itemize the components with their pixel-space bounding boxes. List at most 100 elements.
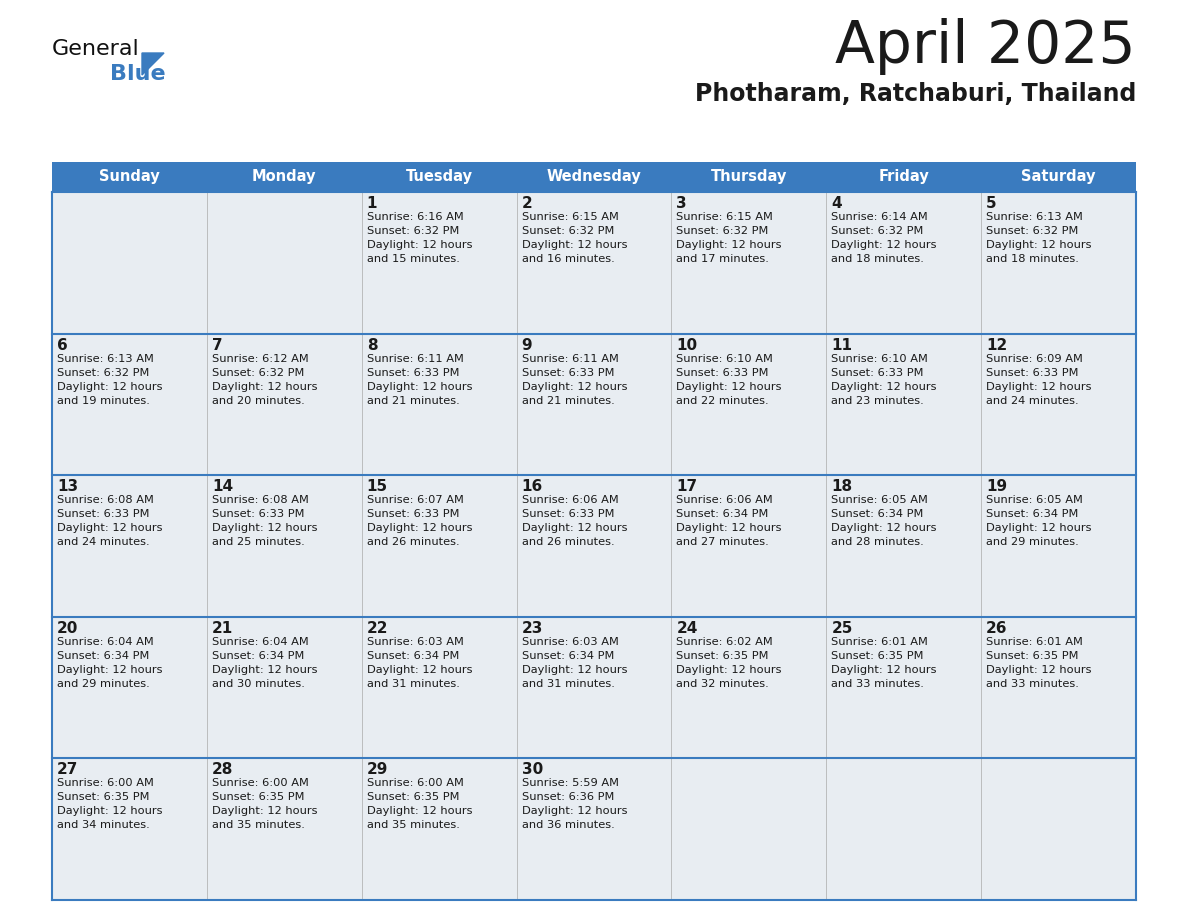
Text: 14: 14 [211,479,233,494]
Text: Daylight: 12 hours: Daylight: 12 hours [522,240,627,250]
Text: Daylight: 12 hours: Daylight: 12 hours [832,240,937,250]
Text: 18: 18 [832,479,853,494]
Bar [52,758,207,900]
Text: Sunrise: 6:03 AM: Sunrise: 6:03 AM [522,637,619,647]
Text: Sunset: 6:33 PM: Sunset: 6:33 PM [676,367,769,377]
Text: Sunrise: 6:14 AM: Sunrise: 6:14 AM [832,212,928,222]
Text: Daylight: 12 hours: Daylight: 12 hours [676,665,782,675]
Text: Sunrise: 6:12 AM: Sunrise: 6:12 AM [211,353,309,364]
Text: Sunday: Sunday [99,170,160,185]
Text: Sunset: 6:34 PM: Sunset: 6:34 PM [367,651,459,661]
Text: Photharam, Ratchaburi, Thailand: Photharam, Ratchaburi, Thailand [695,82,1136,106]
Text: Tuesday: Tuesday [405,170,473,185]
Text: Daylight: 12 hours: Daylight: 12 hours [367,382,472,392]
Bar [361,758,517,900]
Text: Sunset: 6:35 PM: Sunset: 6:35 PM [367,792,460,802]
Text: and 22 minutes.: and 22 minutes. [676,396,769,406]
Bar [517,758,671,900]
Text: Sunrise: 6:07 AM: Sunrise: 6:07 AM [367,495,463,505]
Text: and 21 minutes.: and 21 minutes. [367,396,460,406]
Text: and 21 minutes.: and 21 minutes. [522,396,614,406]
Text: Blue: Blue [110,64,165,84]
Bar [361,476,517,617]
Text: Daylight: 12 hours: Daylight: 12 hours [676,523,782,533]
Text: 26: 26 [986,621,1007,636]
Text: Saturday: Saturday [1022,170,1095,185]
Text: Wednesday: Wednesday [546,170,642,185]
Text: Daylight: 12 hours: Daylight: 12 hours [832,665,937,675]
Text: Daylight: 12 hours: Daylight: 12 hours [522,665,627,675]
Text: and 35 minutes.: and 35 minutes. [367,821,460,831]
Bar [207,476,361,617]
Text: Daylight: 12 hours: Daylight: 12 hours [832,523,937,533]
Bar [517,617,671,758]
Text: and 15 minutes.: and 15 minutes. [367,254,460,264]
Text: 8: 8 [367,338,378,353]
Text: and 28 minutes.: and 28 minutes. [832,537,924,547]
Bar [52,476,207,617]
Text: Sunset: 6:34 PM: Sunset: 6:34 PM [57,651,150,661]
Text: and 32 minutes.: and 32 minutes. [676,678,769,688]
Text: Sunrise: 6:04 AM: Sunrise: 6:04 AM [211,637,309,647]
Text: Sunrise: 6:10 AM: Sunrise: 6:10 AM [832,353,928,364]
Text: Sunset: 6:32 PM: Sunset: 6:32 PM [367,226,459,236]
Bar [827,617,981,758]
Text: 5: 5 [986,196,997,211]
Bar [827,476,981,617]
Text: Sunset: 6:34 PM: Sunset: 6:34 PM [211,651,304,661]
Text: Sunset: 6:34 PM: Sunset: 6:34 PM [986,509,1079,520]
Text: Daylight: 12 hours: Daylight: 12 hours [367,665,472,675]
Bar [981,758,1136,900]
Text: and 30 minutes.: and 30 minutes. [211,678,305,688]
Text: 3: 3 [676,196,687,211]
Text: Sunset: 6:34 PM: Sunset: 6:34 PM [522,651,614,661]
Text: Sunset: 6:33 PM: Sunset: 6:33 PM [57,509,150,520]
Text: Sunrise: 6:05 AM: Sunrise: 6:05 AM [832,495,928,505]
Bar [207,758,361,900]
Text: Sunset: 6:35 PM: Sunset: 6:35 PM [832,651,924,661]
Text: Sunset: 6:33 PM: Sunset: 6:33 PM [367,509,460,520]
Text: Sunset: 6:35 PM: Sunset: 6:35 PM [986,651,1079,661]
Text: Sunrise: 6:01 AM: Sunrise: 6:01 AM [832,637,928,647]
Text: Daylight: 12 hours: Daylight: 12 hours [367,240,472,250]
Text: 19: 19 [986,479,1007,494]
Bar [671,617,827,758]
Bar [52,333,207,476]
Text: 4: 4 [832,196,842,211]
Text: Sunrise: 6:11 AM: Sunrise: 6:11 AM [367,353,463,364]
Text: Sunrise: 6:11 AM: Sunrise: 6:11 AM [522,353,619,364]
Text: 22: 22 [367,621,388,636]
Text: and 19 minutes.: and 19 minutes. [57,396,150,406]
Text: and 35 minutes.: and 35 minutes. [211,821,305,831]
Bar [207,617,361,758]
Text: and 31 minutes.: and 31 minutes. [522,678,614,688]
Text: Daylight: 12 hours: Daylight: 12 hours [367,523,472,533]
Bar [981,333,1136,476]
Text: Sunset: 6:36 PM: Sunset: 6:36 PM [522,792,614,802]
Text: 27: 27 [57,763,78,778]
Bar [827,192,981,333]
Text: Sunrise: 6:09 AM: Sunrise: 6:09 AM [986,353,1083,364]
Text: and 17 minutes.: and 17 minutes. [676,254,770,264]
Bar [671,192,827,333]
Text: 29: 29 [367,763,388,778]
Text: Sunrise: 6:13 AM: Sunrise: 6:13 AM [57,353,154,364]
Text: Daylight: 12 hours: Daylight: 12 hours [522,523,627,533]
Text: and 26 minutes.: and 26 minutes. [367,537,460,547]
Text: and 33 minutes.: and 33 minutes. [986,678,1079,688]
Text: Sunrise: 6:00 AM: Sunrise: 6:00 AM [57,778,154,789]
Text: 10: 10 [676,338,697,353]
Text: Sunset: 6:33 PM: Sunset: 6:33 PM [522,367,614,377]
Text: Daylight: 12 hours: Daylight: 12 hours [522,806,627,816]
Text: Sunset: 6:32 PM: Sunset: 6:32 PM [832,226,923,236]
Bar [361,617,517,758]
Text: Sunrise: 6:13 AM: Sunrise: 6:13 AM [986,212,1083,222]
Text: 24: 24 [676,621,697,636]
Text: Monday: Monday [252,170,316,185]
Text: Sunrise: 6:06 AM: Sunrise: 6:06 AM [522,495,618,505]
Text: April 2025: April 2025 [835,18,1136,75]
Text: and 18 minutes.: and 18 minutes. [832,254,924,264]
Bar [52,617,207,758]
Text: 15: 15 [367,479,387,494]
Text: Daylight: 12 hours: Daylight: 12 hours [211,665,317,675]
